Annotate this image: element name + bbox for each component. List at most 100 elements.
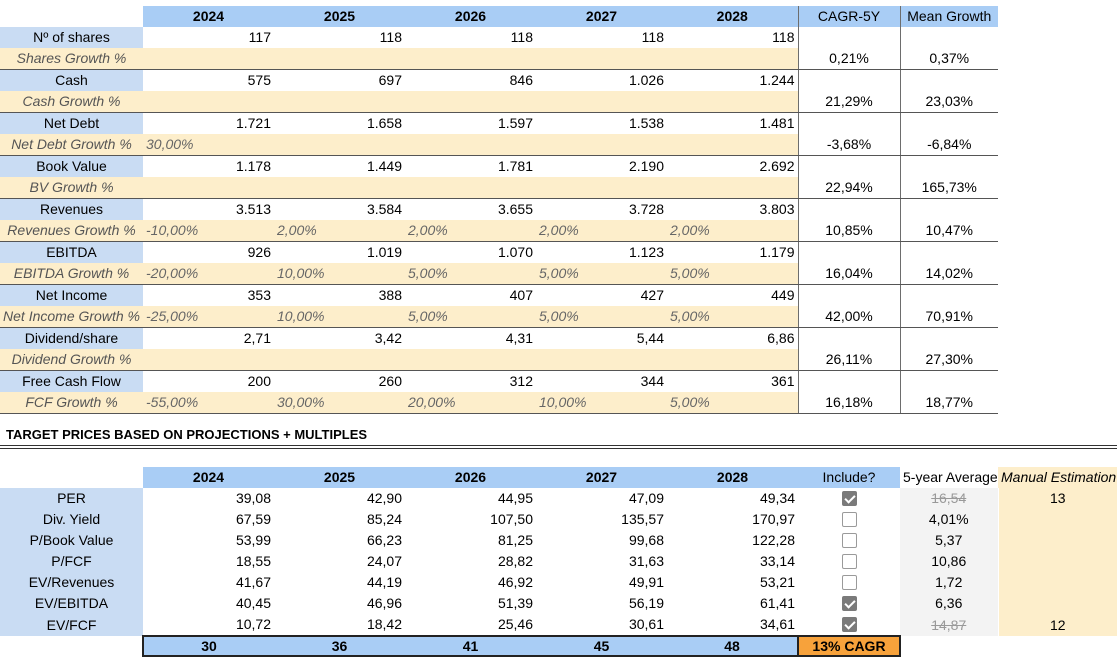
growth-value[interactable]: 2,00% [667,220,798,242]
include-checkbox[interactable] [841,595,857,611]
metric-value[interactable]: 200 [247,373,271,389]
metric-value[interactable]: 388 [378,287,402,303]
metric-value[interactable]: 312 [509,373,533,389]
growth-value[interactable] [143,349,274,371]
metric-value[interactable]: 1.449 [366,158,402,174]
metric-value[interactable]: 118 [510,29,533,45]
include-checkbox[interactable] [841,490,857,506]
growth-value[interactable] [667,177,798,199]
growth-value[interactable]: 10,00% [274,306,405,328]
metric-value[interactable]: 1.178 [235,158,271,174]
growth-value[interactable] [274,134,405,156]
growth-value[interactable] [536,177,667,199]
metric-value[interactable]: 118 [772,29,795,45]
growth-value[interactable]: 5,00% [405,306,536,328]
metric-value[interactable]: 1.019 [366,244,402,260]
growth-value[interactable] [143,48,274,70]
growth-value[interactable] [405,349,536,371]
metric-value[interactable]: 4,31 [505,330,533,346]
metric-value[interactable]: 1.481 [759,115,795,131]
growth-value[interactable]: 30,00% [143,134,274,156]
include-checkbox[interactable] [841,511,857,527]
include-checkbox[interactable] [841,532,857,548]
metric-value[interactable]: 407 [509,287,533,303]
growth-value[interactable] [405,48,536,70]
include-checkbox[interactable] [841,553,857,569]
metric-value[interactable]: 1.538 [628,115,664,131]
metric-value[interactable]: 3.803 [759,201,795,217]
growth-value[interactable]: 20,00% [405,392,536,414]
growth-value[interactable] [536,91,667,113]
manual-estimation-input[interactable] [997,572,1117,593]
growth-value[interactable]: 30,00% [274,392,405,414]
metric-value[interactable]: 1.244 [759,72,795,88]
metric-value[interactable]: 1.781 [497,158,533,174]
metric-value[interactable]: 1.179 [759,244,795,260]
metric-value[interactable]: 118 [641,29,664,45]
metric-value[interactable]: 697 [378,72,402,88]
growth-value[interactable] [667,91,798,113]
growth-value[interactable] [143,177,274,199]
metric-value[interactable]: 117 [248,29,271,45]
include-checkbox[interactable] [841,616,857,632]
manual-estimation-input[interactable]: 12 [997,614,1117,636]
growth-value[interactable] [405,134,536,156]
growth-value[interactable]: 5,00% [405,263,536,285]
metric-value[interactable]: 3.728 [628,201,664,217]
metric-value[interactable]: 361 [771,373,795,389]
manual-estimation-input[interactable] [997,530,1117,551]
growth-value[interactable] [274,177,405,199]
growth-value[interactable] [143,91,274,113]
metric-value[interactable]: 6,86 [767,330,795,346]
growth-value[interactable]: -25,00% [143,306,274,328]
growth-value[interactable] [667,349,798,371]
metric-value[interactable]: 2.692 [759,158,795,174]
growth-value[interactable] [667,48,798,70]
metric-value[interactable]: 449 [771,287,795,303]
growth-value[interactable]: 5,00% [667,263,798,285]
growth-value[interactable]: 10,00% [536,392,667,414]
manual-estimation-input[interactable] [997,593,1117,614]
metric-value[interactable]: 2.190 [628,158,664,174]
manual-estimation-input[interactable] [997,509,1117,530]
growth-value[interactable]: 2,00% [536,220,667,242]
growth-value[interactable] [536,48,667,70]
growth-value[interactable]: 5,00% [536,263,667,285]
growth-value[interactable] [405,91,536,113]
metric-value[interactable]: 353 [247,287,271,303]
growth-value[interactable]: 2,00% [405,220,536,242]
metric-value[interactable]: 1.721 [235,115,271,131]
metric-value[interactable]: 344 [640,373,664,389]
growth-value[interactable] [274,91,405,113]
metric-value[interactable]: 1.123 [628,244,664,260]
metric-value[interactable]: 5,44 [636,330,664,346]
growth-value[interactable]: 5,00% [667,392,798,414]
metric-value[interactable]: 1.026 [628,72,664,88]
metric-value[interactable]: 3,42 [374,330,402,346]
metric-value[interactable]: 1.658 [366,115,402,131]
growth-value[interactable] [405,177,536,199]
growth-value[interactable] [536,349,667,371]
growth-value[interactable] [536,134,667,156]
growth-value[interactable]: 5,00% [536,306,667,328]
include-checkbox[interactable] [841,574,857,590]
growth-value[interactable]: 5,00% [667,306,798,328]
growth-value[interactable] [274,48,405,70]
growth-value[interactable]: 2,00% [274,220,405,242]
growth-value[interactable] [274,349,405,371]
metric-value[interactable]: 3.584 [366,201,402,217]
growth-value[interactable] [667,134,798,156]
metric-value[interactable]: 926 [247,244,271,260]
growth-value[interactable]: -55,00% [143,392,274,414]
manual-estimation-input[interactable] [997,551,1117,572]
metric-value[interactable]: 3.513 [235,201,271,217]
metric-value[interactable]: 3.655 [497,201,533,217]
growth-value[interactable]: -10,00% [143,220,274,242]
metric-value[interactable]: 260 [378,373,402,389]
manual-estimation-input[interactable]: 13 [997,488,1117,509]
metric-value[interactable]: 2,71 [243,330,271,346]
metric-value[interactable]: 118 [379,29,402,45]
growth-value[interactable]: 10,00% [274,263,405,285]
metric-value[interactable]: 1.597 [497,115,533,131]
growth-value[interactable]: -20,00% [143,263,274,285]
